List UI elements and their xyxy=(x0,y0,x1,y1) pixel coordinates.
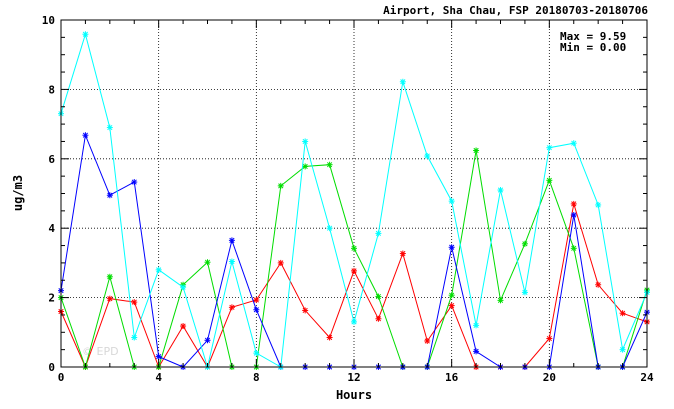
data-point xyxy=(546,335,553,342)
y-tick-label: 4 xyxy=(48,222,55,235)
data-point xyxy=(106,273,113,280)
data-point xyxy=(546,177,553,184)
data-point xyxy=(204,337,211,344)
max-label: Max = 9.59 xyxy=(560,30,626,43)
data-point xyxy=(473,322,480,329)
data-point xyxy=(570,212,577,219)
data-point xyxy=(253,297,260,304)
data-point xyxy=(570,200,577,207)
data-point xyxy=(155,353,162,360)
data-point xyxy=(228,237,235,244)
data-point xyxy=(277,182,284,189)
x-tick-label: 20 xyxy=(543,371,556,384)
data-point xyxy=(521,289,528,296)
data-point xyxy=(375,230,382,237)
data-point xyxy=(570,245,577,252)
data-point xyxy=(448,302,455,309)
data-point xyxy=(595,201,602,208)
watermark: © EPD xyxy=(82,345,119,358)
data-point xyxy=(155,266,162,273)
x-tick-label: 24 xyxy=(640,371,654,384)
data-point xyxy=(131,299,138,306)
data-point xyxy=(570,140,577,147)
x-tick-label: 0 xyxy=(58,371,65,384)
data-point xyxy=(326,225,333,232)
data-point xyxy=(424,337,431,344)
y-tick-label: 10 xyxy=(42,14,55,27)
data-point xyxy=(131,179,138,186)
data-point xyxy=(448,198,455,205)
y-axis-label: ug/m3 xyxy=(11,175,25,211)
data-point xyxy=(302,138,309,145)
data-point xyxy=(424,153,431,160)
data-point xyxy=(326,334,333,341)
data-point xyxy=(253,350,260,357)
data-point xyxy=(228,304,235,311)
data-point xyxy=(473,348,480,355)
data-point xyxy=(180,284,187,291)
data-point xyxy=(619,346,626,353)
data-point xyxy=(131,334,138,341)
x-tick-label: 8 xyxy=(253,371,260,384)
data-point xyxy=(326,161,333,168)
data-point xyxy=(375,293,382,300)
data-point xyxy=(375,315,382,322)
data-point xyxy=(253,306,260,313)
data-point xyxy=(106,192,113,199)
data-point xyxy=(351,318,357,325)
y-tick-label: 2 xyxy=(48,292,55,305)
data-point xyxy=(351,267,357,274)
data-point xyxy=(204,259,211,266)
data-point xyxy=(82,132,89,139)
min-label: Min = 0.00 xyxy=(560,41,626,54)
chart-title: Airport, Sha Chau, FSP 20180703-20180706 xyxy=(383,4,648,17)
x-tick-label: 12 xyxy=(347,371,360,384)
data-point xyxy=(399,78,406,85)
data-point xyxy=(106,124,113,131)
data-point xyxy=(302,163,309,170)
data-point xyxy=(473,147,480,154)
data-point xyxy=(399,250,406,257)
data-point xyxy=(595,281,602,288)
data-point xyxy=(521,240,528,247)
x-tick-label: 4 xyxy=(155,371,162,384)
data-point xyxy=(302,307,309,314)
data-point xyxy=(351,245,357,252)
series-3 xyxy=(58,31,650,370)
data-point xyxy=(448,292,455,299)
data-point xyxy=(228,258,235,265)
x-tick-label: 16 xyxy=(445,371,459,384)
data-point xyxy=(106,295,113,302)
plot-frame xyxy=(60,19,648,368)
data-point xyxy=(619,310,626,317)
data-point xyxy=(497,297,504,304)
data-point xyxy=(277,259,284,266)
data-point xyxy=(546,144,553,151)
grid xyxy=(61,20,647,367)
data-point xyxy=(82,31,89,38)
y-tick-label: 6 xyxy=(48,153,55,166)
data-point xyxy=(448,244,455,251)
y-tick-label: 0 xyxy=(48,361,55,374)
x-axis-label: Hours xyxy=(336,388,372,402)
y-tick-label: 8 xyxy=(48,83,55,96)
data-point xyxy=(497,187,504,194)
data-point xyxy=(180,323,187,330)
